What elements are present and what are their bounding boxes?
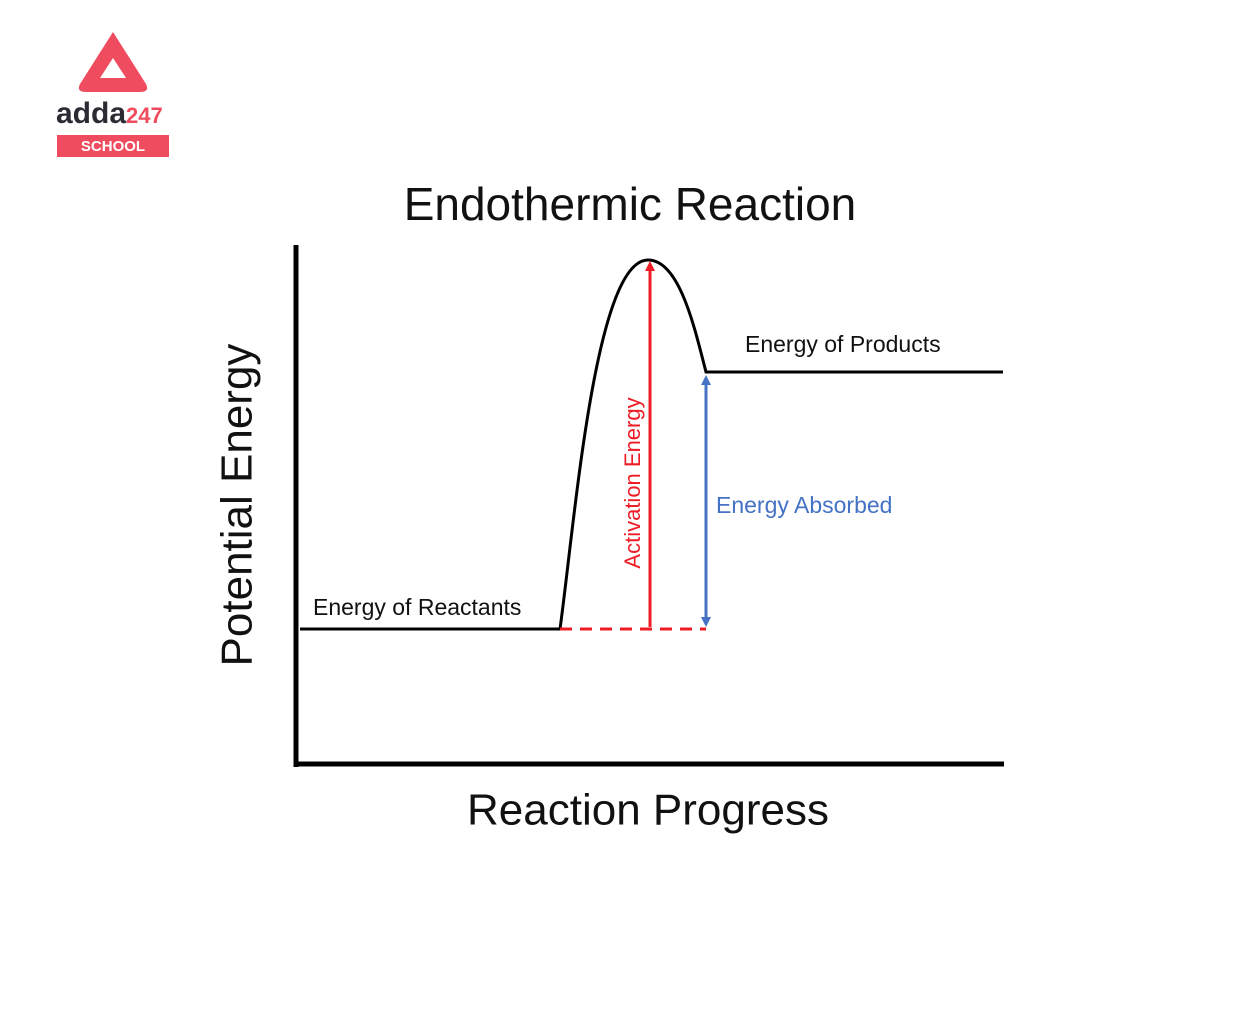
logo-number: 247 <box>126 103 163 128</box>
x-axis-label: Reaction Progress <box>467 786 829 835</box>
activation-label: Activation Energy <box>620 397 645 568</box>
logo: adda 247 SCHOOL <box>56 32 169 157</box>
logo-badge-text: SCHOOL <box>81 138 145 155</box>
products-label: Energy of Products <box>745 331 941 357</box>
logo-badge <box>57 135 169 157</box>
absorbed-label: Energy Absorbed <box>716 492 892 518</box>
y-axis-label: Potential Energy <box>213 344 262 667</box>
reactants-label: Energy of Reactants <box>313 594 521 620</box>
logo-icon <box>78 32 148 92</box>
logo-brand: adda <box>56 97 126 130</box>
diagram-title: Endothermic Reaction <box>404 178 857 230</box>
energy-curve <box>300 258 1003 631</box>
